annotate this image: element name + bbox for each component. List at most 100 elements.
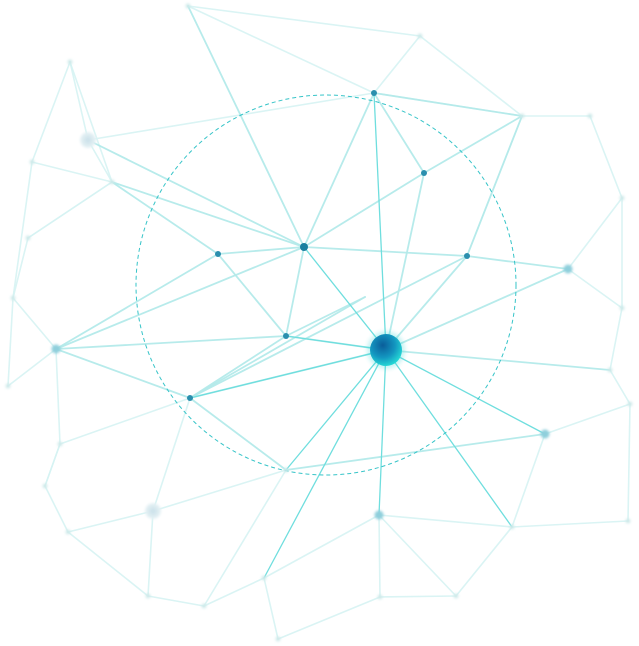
- network-edge: [189, 335, 287, 399]
- network-edge: [69, 61, 113, 183]
- network-node: [275, 636, 281, 642]
- network-edge: [423, 115, 523, 174]
- network-edge: [67, 510, 154, 533]
- network-edge: [55, 348, 191, 399]
- network-edge: [419, 35, 523, 117]
- network-edge: [189, 296, 366, 399]
- network-edge: [59, 397, 191, 445]
- network-edge: [511, 433, 546, 528]
- network-edge: [385, 349, 611, 371]
- network-edge: [263, 349, 387, 579]
- network-edge: [7, 297, 14, 387]
- network-node: [145, 593, 151, 599]
- network-edge: [385, 268, 569, 351]
- network-edge: [378, 514, 381, 598]
- inner-edges: [55, 5, 611, 471]
- network-node: [261, 575, 267, 581]
- network-edge: [12, 237, 29, 299]
- network-edge: [147, 595, 205, 607]
- network-node: [109, 179, 115, 185]
- network-edge: [277, 596, 381, 640]
- network-edge: [385, 349, 513, 528]
- network-node: [540, 429, 550, 439]
- network-edge: [189, 255, 468, 399]
- network-node: [464, 253, 470, 259]
- network-edge: [609, 369, 631, 405]
- network-node: [627, 401, 633, 407]
- network-node: [145, 503, 161, 519]
- network-edge: [385, 349, 546, 435]
- network-edge: [303, 92, 375, 248]
- hub-node: [367, 331, 405, 369]
- network-node: [371, 90, 377, 96]
- network-node: [453, 593, 459, 599]
- network-edge: [263, 577, 279, 640]
- network-edge: [87, 139, 305, 248]
- network-edge: [203, 469, 287, 607]
- network-node: [283, 467, 289, 473]
- network-edge: [627, 403, 631, 522]
- network-edge: [455, 526, 513, 597]
- network-edge: [189, 397, 287, 471]
- network-node: [42, 483, 48, 489]
- hub-edges: [189, 92, 546, 579]
- network-node: [185, 3, 191, 9]
- network-node: [283, 333, 289, 339]
- network-edge: [55, 246, 305, 350]
- network-node: [421, 170, 427, 176]
- network-edge: [12, 297, 57, 350]
- network-node: [25, 235, 31, 241]
- network-edge: [44, 443, 61, 487]
- network-node: [587, 113, 593, 119]
- network-edge: [378, 349, 387, 516]
- network-edge: [378, 514, 457, 597]
- network-node: [519, 113, 525, 119]
- network-edge: [217, 246, 305, 255]
- network-node: [67, 59, 73, 65]
- network-node: [65, 529, 71, 535]
- network-edge: [466, 255, 569, 270]
- network-edge: [263, 514, 380, 579]
- network-edge: [31, 61, 71, 163]
- network-node: [80, 132, 96, 148]
- network-edge: [44, 485, 69, 533]
- network-edge: [203, 577, 265, 607]
- network-edge: [111, 181, 305, 248]
- network-edge: [87, 139, 113, 183]
- network-edge: [385, 255, 468, 351]
- network-edge: [189, 349, 387, 399]
- network-edge: [87, 92, 375, 141]
- network-node: [187, 395, 193, 401]
- network-edge: [55, 348, 61, 445]
- network-edge: [187, 5, 375, 94]
- network-node: [625, 518, 631, 524]
- network-node: [300, 243, 308, 251]
- network-node: [619, 195, 625, 201]
- network-edge: [285, 349, 387, 471]
- network-edge: [303, 172, 425, 248]
- network-node: [10, 295, 16, 301]
- network-node: [563, 264, 573, 274]
- network-edge: [303, 246, 387, 351]
- network-edge: [609, 307, 623, 371]
- network-edge: [511, 520, 629, 528]
- network-edge: [187, 5, 421, 37]
- network-edge: [285, 296, 366, 337]
- network-edge: [378, 514, 513, 528]
- network-edge: [12, 161, 33, 299]
- network-node: [29, 159, 35, 165]
- network-edge: [373, 92, 523, 117]
- network-node: [5, 383, 11, 389]
- network-edge: [67, 531, 149, 597]
- network-edge: [152, 397, 191, 512]
- network-edge: [466, 115, 523, 257]
- network-node: [619, 305, 625, 311]
- network-edge: [589, 115, 623, 199]
- network-node: [374, 510, 384, 520]
- network-edge: [147, 510, 154, 597]
- network-edge: [373, 92, 387, 351]
- network-edge: [69, 61, 89, 141]
- network-edge: [285, 246, 305, 337]
